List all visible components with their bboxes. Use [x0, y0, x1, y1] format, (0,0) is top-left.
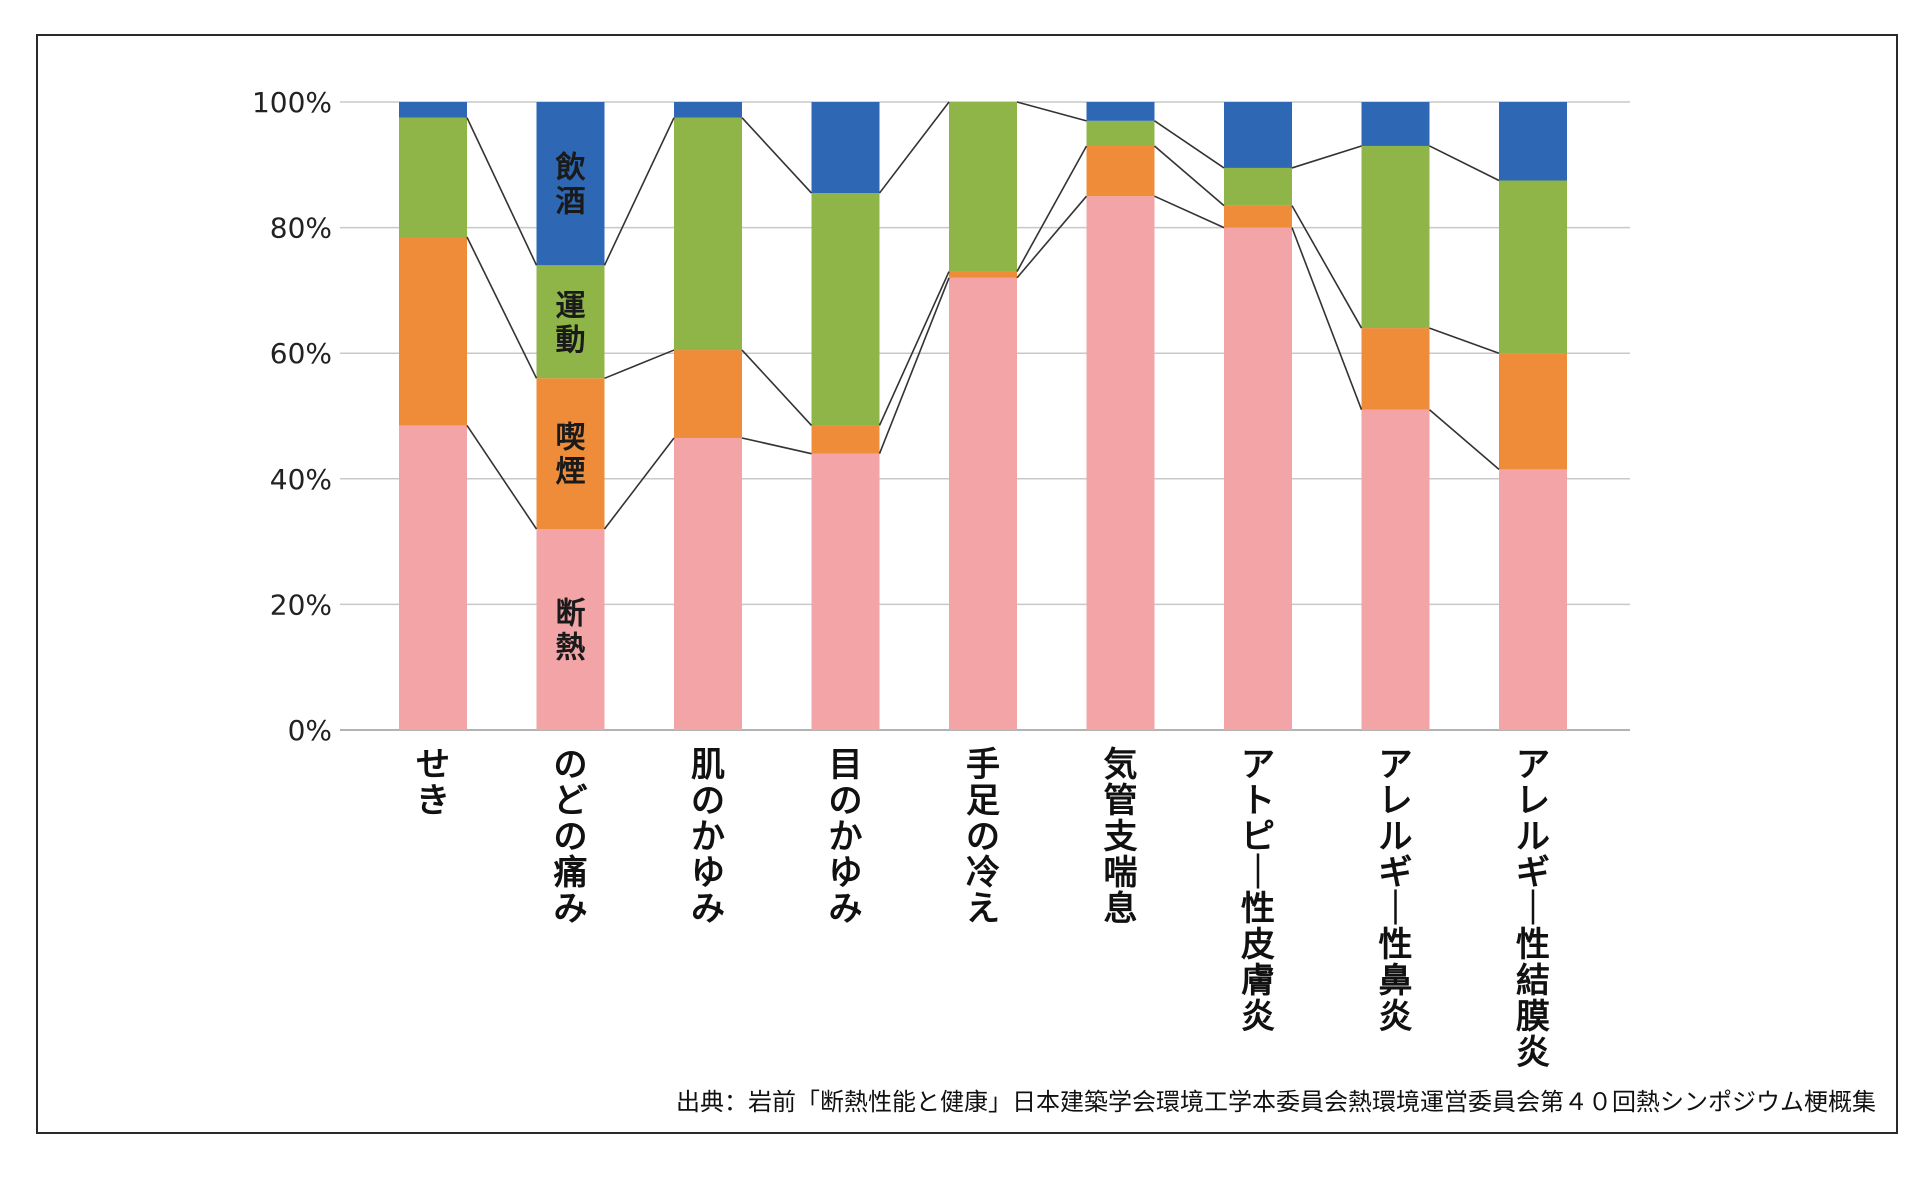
bar-segment — [674, 437, 742, 730]
connector-line — [1291, 205, 1363, 329]
bar-segment — [1224, 205, 1292, 228]
bar-segment — [1499, 469, 1567, 730]
bar-segment — [811, 193, 880, 426]
chart-frame — [36, 34, 1898, 1134]
bar-segment — [536, 378, 605, 530]
connector-line — [1428, 409, 1500, 470]
connector-line — [1291, 145, 1362, 169]
connector-line — [1016, 145, 1088, 272]
category-label: アトピ｜性皮膚炎 — [1241, 745, 1275, 1037]
bar-segment — [811, 453, 880, 730]
category-label: アレルギ｜性結膜炎 — [1516, 745, 1550, 1073]
bar-segment — [1224, 167, 1292, 206]
connector-line — [878, 101, 950, 194]
bar-segment — [1361, 102, 1430, 146]
series-label: 断熱 — [556, 597, 586, 666]
bar-segment — [949, 277, 1017, 730]
connector-line — [1016, 101, 1087, 122]
y-tick-label: 60% — [270, 337, 332, 370]
bar-segment — [1086, 196, 1155, 730]
bar-segment — [1086, 120, 1155, 146]
bar-segment — [1224, 102, 1292, 168]
connector-line — [1291, 227, 1363, 411]
series-label: 運動 — [556, 289, 586, 358]
bar-segment — [536, 529, 605, 730]
connector-line — [1154, 120, 1225, 169]
bar-segment — [949, 102, 1017, 272]
y-tick-label: 20% — [270, 588, 332, 621]
bar-segment — [1086, 145, 1155, 197]
bar-segment — [1361, 328, 1430, 410]
bar-segment — [399, 237, 467, 426]
category-label: 肌のかゆみ — [691, 745, 725, 929]
connector-line — [878, 271, 950, 426]
connector-lines — [466, 101, 1500, 530]
bar-segment — [1499, 353, 1567, 470]
category-label: 手足の冷え — [966, 745, 1000, 929]
connector-line — [466, 236, 538, 379]
bar-segment — [1361, 409, 1430, 730]
bars — [399, 102, 1567, 730]
bar-segment — [674, 102, 742, 118]
bar-segment — [399, 117, 467, 238]
y-tick-label: 0% — [288, 714, 332, 747]
connector-line — [741, 437, 812, 455]
connector-line — [741, 349, 813, 426]
source-note: 出典：岩前「断熱性能と健康」日本建築学会環境工学本委員会熱環境運営委員会第４０回… — [676, 1088, 1876, 1116]
y-tick-label: 100% — [252, 86, 332, 119]
category-label: アレルギ｜性鼻炎 — [1379, 745, 1413, 1037]
category-labels: せき のどの痛み 肌のかゆみ 目のかゆみ 手足の冷え 気管支喘息 アトピ｜性皮膚炎 アレルギ｜… — [416, 745, 1550, 1073]
y-tick-label: 80% — [270, 212, 332, 245]
bar-segment — [399, 425, 467, 730]
y-tick-label: 40% — [270, 463, 332, 496]
bar-segment — [536, 102, 605, 266]
category-label: 気管支喘息 — [1104, 745, 1138, 929]
connector-line — [1429, 145, 1500, 182]
series-label: 喫煙 — [556, 421, 586, 490]
bar-segment — [1499, 180, 1567, 354]
connector-line — [603, 117, 675, 266]
connector-line — [741, 117, 813, 194]
connector-line — [466, 117, 538, 266]
bar-segment — [674, 117, 742, 351]
connector-line — [1429, 327, 1500, 354]
category-label: せき — [416, 745, 450, 821]
connector-line — [603, 437, 675, 530]
connector-line — [878, 277, 950, 454]
connector-line — [466, 424, 538, 530]
bar-segment — [811, 425, 880, 454]
connector-line — [604, 349, 675, 380]
bar-segment — [1224, 227, 1292, 730]
connector-line — [1153, 145, 1225, 207]
series-label: 飲酒 — [556, 151, 587, 220]
category-label: 目のかゆみ — [829, 745, 863, 929]
connector-line — [1154, 195, 1225, 229]
bar-segment — [674, 350, 742, 438]
bar-segment — [811, 102, 880, 194]
bar-segment — [399, 102, 467, 118]
bar-segment — [949, 271, 1017, 278]
y-axis-ticks: 0% 20% 40% 60% 80% 100% — [252, 86, 332, 747]
connector-line — [1016, 195, 1088, 279]
bar-segment — [1361, 145, 1430, 329]
bar-segment — [1086, 102, 1155, 121]
category-label: のどの痛み — [554, 745, 588, 929]
bar-segment — [536, 265, 605, 379]
bar-segment — [1499, 102, 1567, 181]
